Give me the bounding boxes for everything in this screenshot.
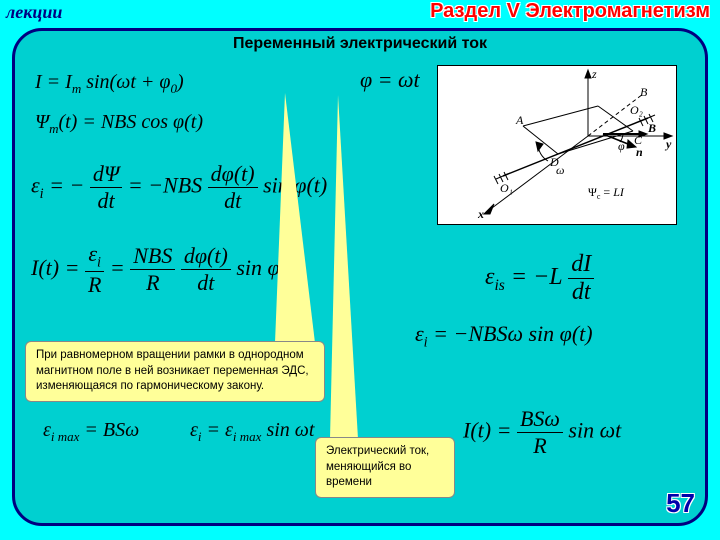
- content-panel: Переменный электрический ток I = Im sin(…: [12, 28, 708, 526]
- formula-flux: Ψm(t) = NBS cos φ(t): [35, 111, 203, 137]
- page-subtitle: Переменный электрический ток: [15, 35, 705, 53]
- formula-current: I = Im sin(ωt + φ0): [35, 71, 184, 97]
- diagram-n-label: n: [636, 145, 643, 159]
- callout-current-explanation: Электрический ток, меняющийся во времени: [315, 437, 455, 498]
- formula-self-emf: εis = −L dIdt: [485, 251, 594, 306]
- callout-tail: [330, 95, 358, 439]
- diagram-flux-label: Ψc = LI: [588, 185, 625, 201]
- formula-current-final: I(t) = BSωR sin ωt: [463, 406, 621, 459]
- diagram-O2-label: O₂: [630, 103, 643, 117]
- callout-tail: [275, 93, 315, 343]
- rotating-frame-diagram: z y x A B C D O₁ O₂ n B ω φ Ψc = LI: [437, 65, 677, 225]
- section-title: Раздел V Электромагнетизм: [430, 0, 710, 23]
- diagram-phi-label: φ: [618, 139, 625, 153]
- callout-emf-explanation: При равномерном вращении рамки в однород…: [25, 341, 325, 402]
- diagram-y-label: y: [664, 137, 672, 151]
- diagram-B-label: B: [640, 85, 648, 99]
- formula-emf-max: εi max = BSω: [43, 419, 139, 445]
- formula-current-t: I(t) = εiR = NBSR dφ(t)dt sin φ(t): [31, 241, 300, 298]
- diagram-x-label: x: [477, 207, 484, 221]
- diagram-omega-label: ω: [556, 163, 564, 177]
- diagram-O1-label: O₁: [500, 181, 513, 195]
- lectures-label: лекции: [6, 2, 62, 23]
- diagram-A-label: A: [515, 113, 524, 127]
- page-number: 57: [666, 488, 695, 519]
- diagram-Bvec-label: B: [647, 121, 656, 135]
- formula-emf-sin: εi = −NBSω sin φ(t): [415, 321, 593, 351]
- formula-phi: φ = ωt: [360, 67, 420, 93]
- formula-emf-harmonic: εi = εi max sin ωt: [190, 419, 314, 445]
- diagram-z-label: z: [591, 67, 597, 81]
